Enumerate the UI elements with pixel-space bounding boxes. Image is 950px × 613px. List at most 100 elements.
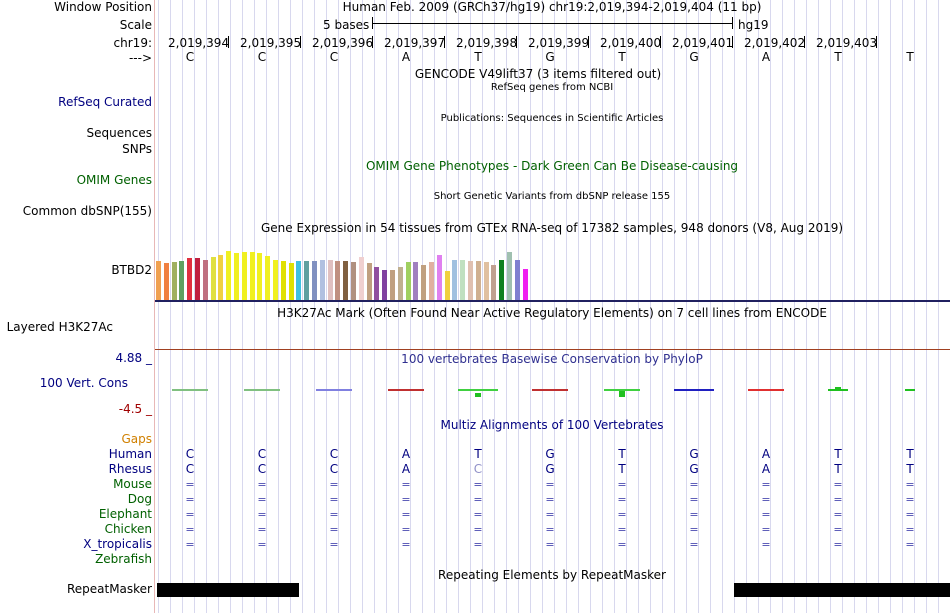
grid-line (470, 0, 471, 613)
multiz-eq: = (473, 538, 483, 551)
multiz-eq: = (545, 478, 555, 491)
label-window-position[interactable]: Window Position (54, 0, 152, 14)
label-refseq-curated[interactable]: RefSeq Curated (58, 95, 152, 109)
gtex-bar[interactable] (202, 259, 208, 300)
gtex-bar[interactable] (163, 263, 169, 300)
grid-line (662, 0, 663, 613)
gtex-bar[interactable] (234, 253, 239, 300)
label-strand-arrow[interactable]: ---> (128, 51, 152, 65)
label-sequences[interactable]: Sequences (86, 126, 152, 140)
multiz-rhesus-base: C (257, 462, 267, 476)
gtex-bar[interactable] (390, 269, 395, 300)
gtex-bar[interactable] (273, 259, 278, 300)
gtex-bar[interactable] (265, 255, 271, 300)
gtex-bar[interactable] (468, 260, 473, 300)
gtex-bar[interactable] (296, 260, 302, 300)
gtex-bar[interactable] (460, 259, 466, 300)
track-image[interactable]: Human Feb. 2009 (GRCh37/hg19) chr19:2,01… (155, 0, 950, 613)
gtex-bar[interactable] (210, 257, 216, 300)
gtex-bar[interactable] (507, 252, 512, 300)
label-omim-genes[interactable]: OMIM Genes (76, 173, 152, 187)
grid-line (914, 0, 915, 613)
multiz-eq: = (617, 508, 627, 521)
gtex-bar[interactable] (351, 262, 356, 300)
label-snps[interactable]: SNPs (122, 142, 152, 156)
gtex-bar[interactable] (257, 253, 263, 300)
grid-line (266, 0, 267, 613)
grid-line (638, 0, 639, 613)
gtex-bar-chart[interactable] (155, 237, 535, 300)
gtex-bar[interactable] (241, 252, 247, 300)
label-repeatmasker[interactable]: RepeatMasker (66, 582, 152, 596)
window-position-text: Human Feb. 2009 (GRCh37/hg19) chr19:2,01… (342, 0, 762, 14)
gtex-bar[interactable] (288, 263, 294, 300)
grid-line (722, 0, 723, 613)
repeat-element-right[interactable] (734, 583, 950, 597)
label-gtex-gene[interactable]: BTBD2 (111, 263, 152, 277)
gtex-bar[interactable] (304, 260, 310, 300)
gtex-bar[interactable] (514, 259, 520, 300)
gtex-bar[interactable] (382, 269, 388, 300)
gtex-bar[interactable] (475, 260, 481, 300)
gtex-bar[interactable] (319, 259, 325, 300)
gtex-bar[interactable] (343, 260, 349, 300)
label-species-rhesus[interactable]: Rhesus (108, 462, 152, 476)
gtex-bar[interactable] (312, 260, 317, 300)
repeat-element-left[interactable] (157, 583, 299, 597)
multiz-eq: = (401, 538, 411, 551)
gtex-bar[interactable] (195, 258, 200, 300)
label-layered-h3k27ac[interactable]: Layered H3K27Ac (6, 320, 113, 334)
gtex-bar[interactable] (491, 264, 497, 300)
label-species-xtropicalis[interactable]: X_tropicalis (83, 537, 152, 551)
gtex-bar[interactable] (452, 259, 458, 300)
multiz-eq: = (329, 538, 339, 551)
label-gaps[interactable]: Gaps (121, 432, 152, 446)
gtex-bar[interactable] (179, 260, 185, 300)
gtex-bar[interactable] (249, 252, 255, 300)
multiz-eq: = (761, 508, 771, 521)
gtex-bar[interactable] (436, 254, 442, 300)
gtex-bar[interactable] (171, 262, 177, 300)
label-species-elephant[interactable]: Elephant (98, 507, 152, 521)
multiz-eq: = (761, 493, 771, 506)
gtex-bar[interactable] (421, 264, 427, 300)
coord-tick (516, 36, 517, 48)
multiz-eq: = (401, 493, 411, 506)
grid-line (530, 0, 531, 613)
gtex-bar[interactable] (280, 260, 286, 300)
gtex-bar[interactable] (499, 259, 505, 300)
gtex-baseline (155, 300, 950, 302)
label-species-human[interactable]: Human (108, 447, 152, 461)
gtex-bar[interactable] (444, 271, 450, 300)
gtex-bar[interactable] (226, 250, 232, 300)
gtex-bar[interactable] (483, 262, 489, 300)
multiz-eq: = (185, 508, 195, 521)
gtex-bar[interactable] (522, 268, 528, 300)
multiz-human-base: A (401, 447, 411, 461)
base-letter: G (689, 50, 699, 64)
label-cons-min: -4.5 _ (118, 402, 152, 416)
gtex-bar[interactable] (156, 260, 161, 300)
gtex-bar[interactable] (366, 263, 372, 300)
multiz-eq: = (905, 493, 915, 506)
label-scale[interactable]: Scale (119, 18, 152, 32)
gtex-bar[interactable] (327, 259, 333, 300)
gtex-bar[interactable] (429, 262, 434, 300)
gtex-bar[interactable] (405, 262, 411, 300)
label-common-dbsnp[interactable]: Common dbSNP(155) (22, 204, 152, 218)
multiz-eq: = (545, 523, 555, 536)
gtex-bar[interactable] (358, 257, 364, 300)
label-100-vert-cons[interactable]: 100 Vert. Cons (39, 376, 128, 390)
label-species-dog[interactable]: Dog (127, 492, 152, 506)
gtex-bar[interactable] (374, 267, 380, 300)
gtex-bar[interactable] (218, 254, 224, 300)
label-species-chicken[interactable]: Chicken (104, 522, 152, 536)
coord-label: 2,019,400 (600, 36, 662, 50)
label-species-zebrafish[interactable]: Zebrafish (95, 552, 152, 566)
label-species-mouse[interactable]: Mouse (113, 477, 152, 491)
gtex-bar[interactable] (413, 262, 419, 300)
label-chrom[interactable]: chr19: (113, 36, 152, 50)
gtex-bar[interactable] (187, 258, 193, 300)
gtex-bar[interactable] (397, 267, 403, 300)
gtex-bar[interactable] (335, 260, 341, 300)
